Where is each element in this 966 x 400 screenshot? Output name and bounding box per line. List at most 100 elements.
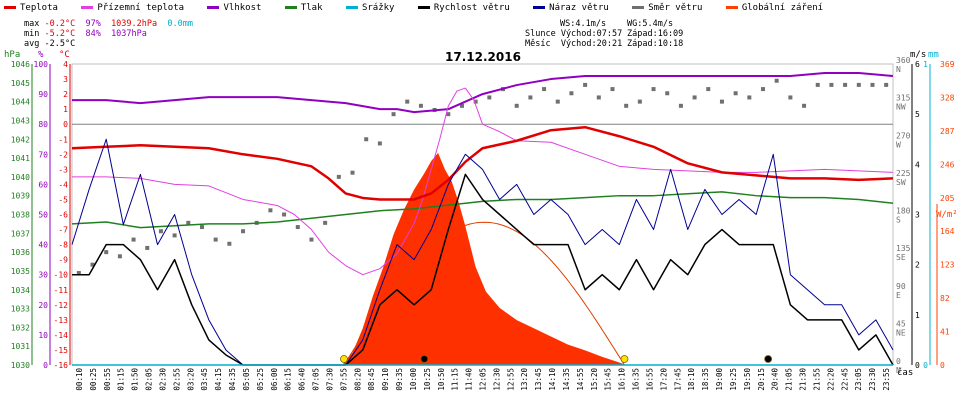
wind-direction-point [336, 174, 341, 179]
legend-swatch [725, 6, 738, 9]
time-tick-label: 06:15 [284, 368, 293, 391]
time-tick-label: 10:50 [437, 368, 446, 391]
dir-tick-label: N [896, 65, 901, 74]
legend-item-smer-vetru[interactable]: Směr větru [632, 3, 702, 13]
degc-tick-label: -3 [58, 165, 68, 174]
time-tick-label: 21:55 [812, 368, 821, 391]
wind-direction-point [350, 170, 355, 175]
dir-tick-label: 360 [896, 56, 911, 65]
dir-tick-label: 135 [896, 244, 911, 253]
wind-direction-point [405, 99, 410, 104]
legend-item-srazky[interactable]: Srážky [345, 3, 394, 13]
time-tick-label: 21:30 [799, 368, 808, 391]
hpa-tick-label: 1038 [11, 211, 30, 220]
wind-direction-point [651, 87, 656, 92]
ms-tick-label: 6 [915, 60, 920, 69]
legend-item-tlak[interactable]: Tlak [284, 3, 323, 13]
dir-tick-label: 315 [896, 94, 911, 103]
legend-label: Teplota [20, 2, 58, 13]
dir-tick-label: 0 [896, 357, 901, 366]
unit-mm: mm [928, 50, 939, 60]
sunset-marker [620, 355, 629, 363]
time-tick-label: 04:35 [228, 368, 237, 391]
time-tick-label: 08:20 [353, 368, 362, 391]
wind-direction-point [815, 82, 820, 87]
pct-tick-label: 30 [38, 271, 48, 280]
legend-swatch [345, 6, 358, 9]
wind-direction-point [542, 87, 547, 92]
ms-tick-label: 3 [915, 211, 920, 220]
hpa-tick-label: 1045 [11, 79, 30, 88]
mm-tick-label: 0 [923, 361, 928, 370]
time-tick-label: 16:55 [645, 368, 654, 391]
time-tick-label: 07:55 [339, 368, 348, 391]
unit-pct: % [38, 50, 44, 60]
time-tick-label: 02:30 [158, 368, 167, 391]
wind-direction-point [377, 141, 382, 146]
ms-tick-label: 0 [915, 361, 920, 370]
wind-direction-point [282, 212, 287, 217]
time-tick-label: 22:45 [840, 368, 849, 391]
legend-item-globalni-zareni[interactable]: Globální záření [725, 2, 824, 13]
legend-item-prizemni-teplota[interactable]: Přízemní teplota [81, 3, 184, 13]
time-tick-label: 20:15 [757, 368, 766, 391]
degc-tick-label: -13 [54, 316, 69, 325]
dir-tick-label: SW [896, 178, 906, 187]
legend-label: Rychlost větru [433, 2, 510, 13]
degc-tick-label: -14 [54, 331, 69, 340]
ms-tick-label: 4 [915, 160, 920, 169]
time-tick-label: 15:20 [590, 368, 599, 391]
time-tick-label: 16:35 [632, 368, 641, 391]
hpa-tick-label: 1046 [11, 60, 30, 69]
time-tick-label: 23:05 [854, 368, 863, 391]
wind-direction-point [391, 112, 396, 117]
degc-tick-label: -12 [54, 301, 69, 310]
time-tick-label: 07:30 [325, 368, 334, 391]
degc-tick-label: -8 [58, 241, 68, 250]
time-tick-label: 21:05 [785, 368, 794, 391]
series-wind-gust-line [71, 138, 894, 366]
hpa-tick-label: 1039 [11, 192, 30, 201]
legend-label: Globální záření [741, 2, 824, 13]
wind-direction-point [295, 225, 300, 230]
hpa-tick-label: 1036 [11, 248, 30, 257]
chart-legend: Teplota Přízemní teplota Vlhkost Tlak Sr… [4, 2, 841, 16]
time-tick-label: 02:05 [145, 368, 154, 391]
wind-direction-point [158, 229, 163, 234]
legend-item-rychlost-vetru[interactable]: Rychlost větru [417, 2, 510, 13]
time-tick-label: 14:10 [548, 368, 557, 391]
pct-tick-label: 40 [38, 241, 48, 250]
wind-direction-point [199, 225, 204, 230]
degc-tick-label: -1 [58, 135, 68, 144]
wind-direction-point [569, 91, 574, 96]
sun-set: Západ:16:09 [627, 29, 684, 39]
unit-wm2: W/m² [936, 210, 958, 220]
time-tick-label: 00:10 [75, 368, 84, 391]
moon-rise: Měsíc Východ:20:21 [525, 39, 623, 49]
legend-swatch [81, 6, 94, 9]
legend-item-vlhkost[interactable]: Vlhkost [207, 3, 261, 13]
hpa-tick-label: 1030 [11, 361, 30, 370]
wind-direction-point [555, 99, 560, 104]
time-tick-label: 10:25 [423, 368, 432, 391]
wind-direction-point [323, 220, 328, 225]
time-tick-label: 01:50 [131, 368, 140, 391]
dir-tick-label: N [896, 366, 901, 375]
hpa-tick-label: 1034 [11, 286, 30, 295]
legend-item-teplota[interactable]: Teplota [4, 3, 58, 13]
degc-tick-label: 3 [63, 75, 68, 84]
wind-direction-point [692, 95, 697, 100]
time-tick-label: 07:05 [312, 368, 321, 391]
wind-direction-point [446, 112, 451, 117]
series-ground-temp-line [72, 87, 894, 276]
dir-tick-label: NE [896, 328, 906, 337]
wind-direction-point [528, 95, 533, 100]
legend-item-naraz-vetru[interactable]: Náraz větru [533, 3, 609, 13]
wind-direction-point [90, 262, 95, 267]
wind-direction-point [637, 99, 642, 104]
wind-direction-point [418, 103, 423, 108]
legend-swatch [632, 6, 645, 9]
wind-direction-point [802, 103, 807, 108]
hpa-tick-label: 1032 [11, 323, 30, 332]
